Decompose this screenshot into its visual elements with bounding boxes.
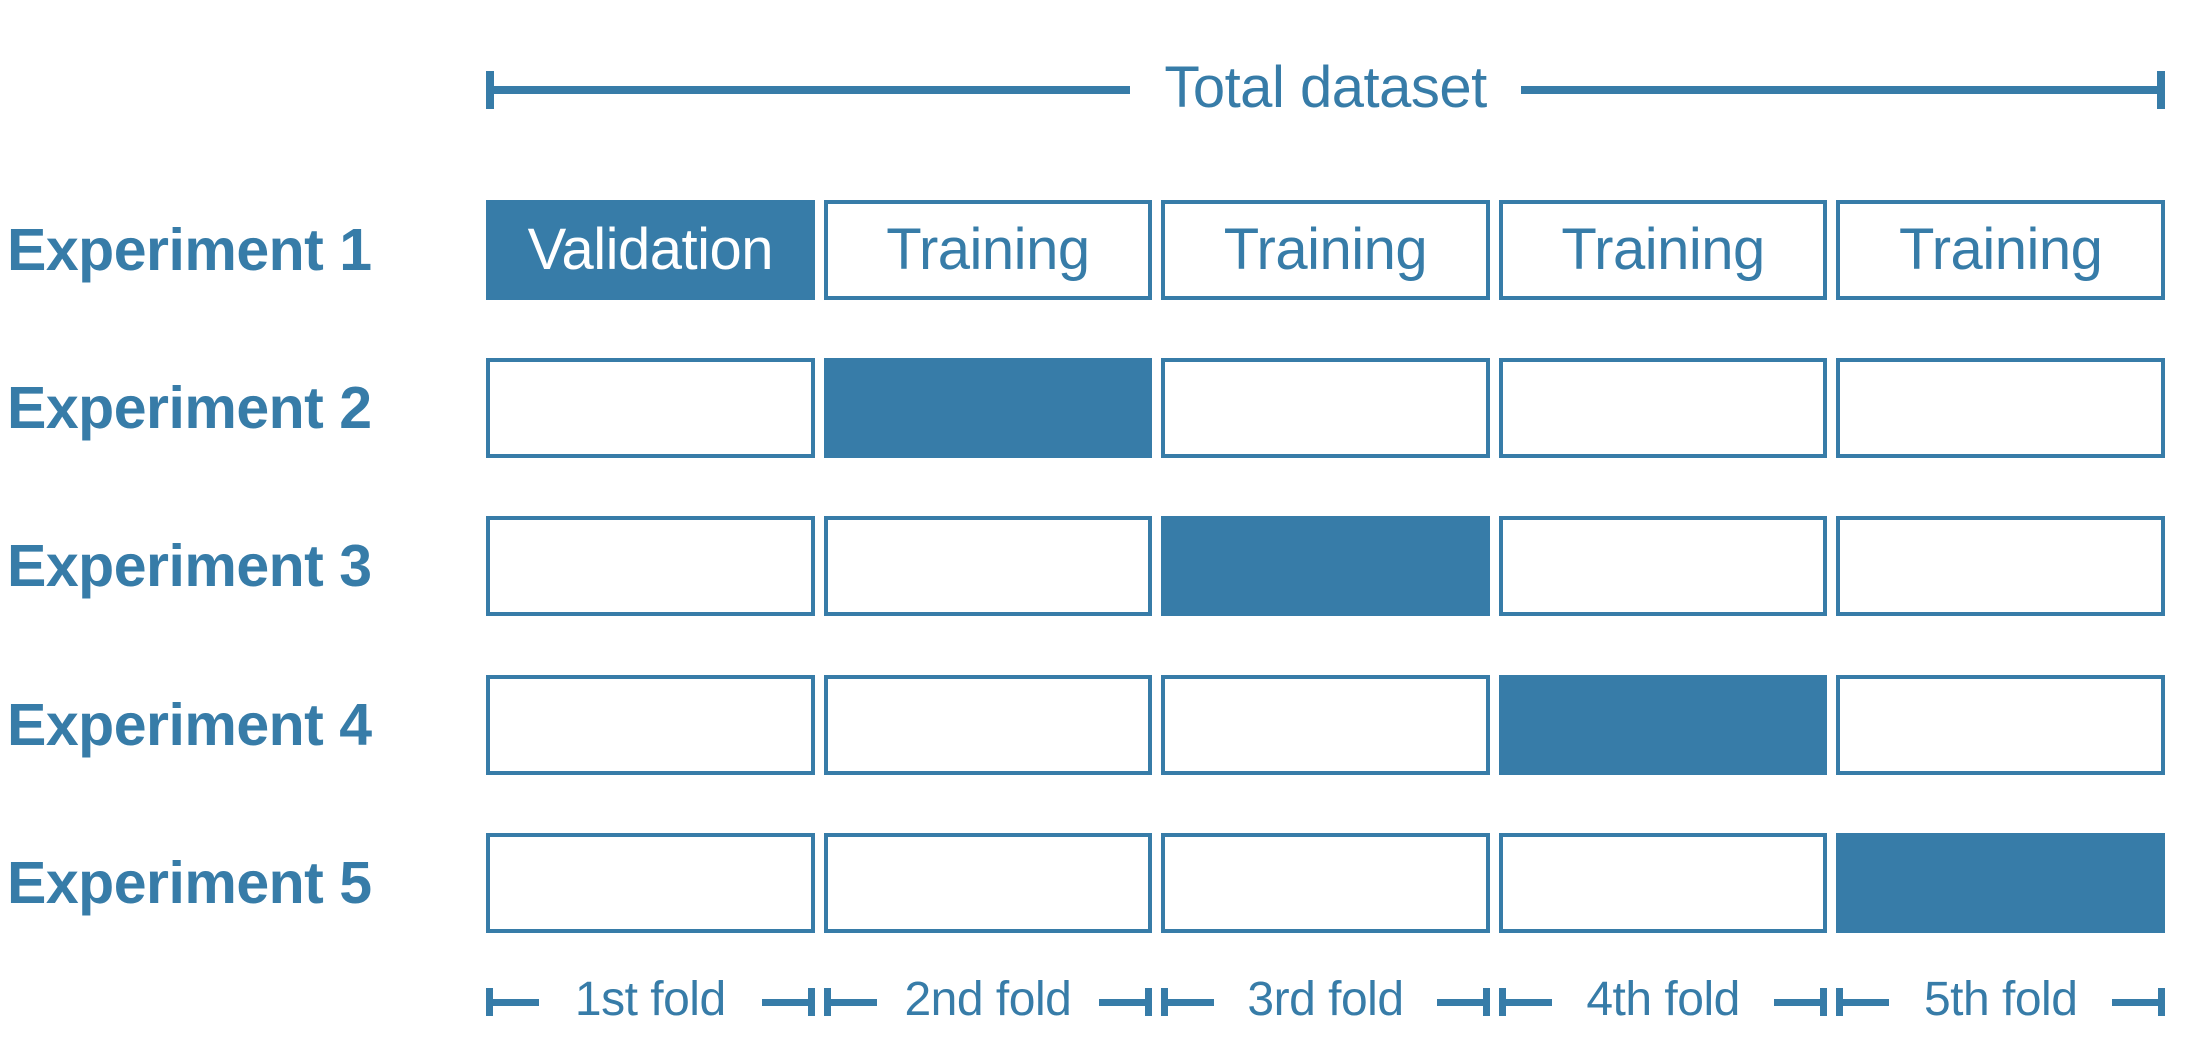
fold-left-line — [493, 998, 539, 1006]
fold-cell: Training — [1836, 200, 2165, 300]
fold-cells: Validation Training Training Training Tr… — [486, 200, 2165, 300]
fold-left-line — [1505, 998, 1552, 1006]
fold-cell — [823, 833, 1153, 933]
total-dataset-bracket: Total dataset — [486, 52, 2166, 128]
fold-right-tick-icon — [807, 988, 815, 1016]
fold-axis: 1st fold 2nd fold 3rd fold 4th fold — [486, 968, 2165, 1036]
fold-right-line — [1774, 998, 1821, 1006]
fold-span: 4th fold — [1498, 968, 1828, 1036]
fold-cell — [1161, 833, 1490, 933]
total-dataset-label: Total dataset — [1164, 55, 1487, 120]
fold-left-line — [830, 998, 877, 1006]
experiment-row: Experiment 3 — [0, 516, 2196, 616]
fold-cells — [486, 833, 2165, 933]
fold-right-line — [1099, 998, 1146, 1006]
fold-cell — [1498, 358, 1828, 458]
fold-cell — [823, 675, 1153, 775]
fold-right-tick-icon — [1145, 988, 1153, 1016]
fold-span: 5th fold — [1836, 968, 2165, 1036]
fold-label: 4th fold — [1586, 973, 1740, 1026]
fold-cell: Training — [1498, 200, 1828, 300]
fold-right-tick-icon — [1820, 988, 1828, 1016]
fold-label: 2nd fold — [904, 973, 1072, 1026]
fold-cell: Validation — [486, 200, 815, 300]
fold-right-tick-icon — [1482, 988, 1490, 1016]
fold-cell — [823, 358, 1153, 458]
fold-cell — [1836, 675, 2165, 775]
fold-cell — [1161, 358, 1490, 458]
fold-cell: Training — [823, 200, 1153, 300]
fold-cell — [823, 516, 1153, 616]
fold-cell — [1498, 833, 1828, 933]
fold-cells — [486, 675, 2165, 775]
fold-cell — [1498, 516, 1828, 616]
fold-cells — [486, 358, 2165, 458]
experiment-label: Experiment 1 — [7, 217, 372, 283]
fold-cell — [486, 675, 815, 775]
experiment-label: Experiment 5 — [7, 850, 372, 916]
fold-cell — [486, 358, 815, 458]
bracket-left-line — [494, 86, 1131, 94]
fold-cell — [1836, 358, 2165, 458]
bracket-right-line — [1520, 86, 2158, 94]
fold-cell: Training — [1161, 200, 1490, 300]
fold-right-line — [1436, 998, 1483, 1006]
experiment-row: Experiment 5 — [0, 833, 2196, 933]
fold-left-tick-icon — [1161, 988, 1169, 1016]
fold-label: 1st fold — [574, 973, 726, 1026]
fold-left-line — [1843, 998, 1890, 1006]
fold-cell — [1836, 516, 2165, 616]
fold-left-tick-icon — [486, 988, 493, 1016]
experiment-row: Experiment 1 Validation Training Trainin… — [0, 200, 2196, 300]
fold-cell — [486, 833, 815, 933]
experiment-label: Experiment 4 — [7, 692, 372, 758]
experiment-label: Experiment 3 — [7, 533, 372, 599]
fold-left-line — [1168, 998, 1215, 1006]
fold-right-tick-icon — [2157, 988, 2165, 1016]
fold-span: 1st fold — [486, 968, 815, 1036]
fold-right-line — [2111, 998, 2158, 1006]
fold-cell — [1836, 833, 2165, 933]
fold-left-tick-icon — [1498, 988, 1506, 1016]
fold-cell — [1498, 675, 1828, 775]
experiment-label: Experiment 2 — [7, 375, 372, 441]
fold-cell — [1161, 675, 1490, 775]
fold-cell — [1161, 516, 1490, 616]
fold-cells — [486, 516, 2165, 616]
fold-label: 3rd fold — [1247, 973, 1404, 1026]
fold-span: 3rd fold — [1161, 968, 1490, 1036]
experiment-row: Experiment 2 — [0, 358, 2196, 458]
fold-left-tick-icon — [1836, 988, 1844, 1016]
fold-span: 2nd fold — [823, 968, 1153, 1036]
experiment-row: Experiment 4 — [0, 675, 2196, 775]
fold-cell — [486, 516, 815, 616]
fold-right-line — [761, 998, 808, 1006]
fold-label: 5th fold — [1923, 973, 2078, 1026]
bracket-right-tick-icon — [2157, 71, 2166, 109]
fold-left-tick-icon — [823, 988, 831, 1016]
bracket-left-tick-icon — [486, 71, 494, 109]
